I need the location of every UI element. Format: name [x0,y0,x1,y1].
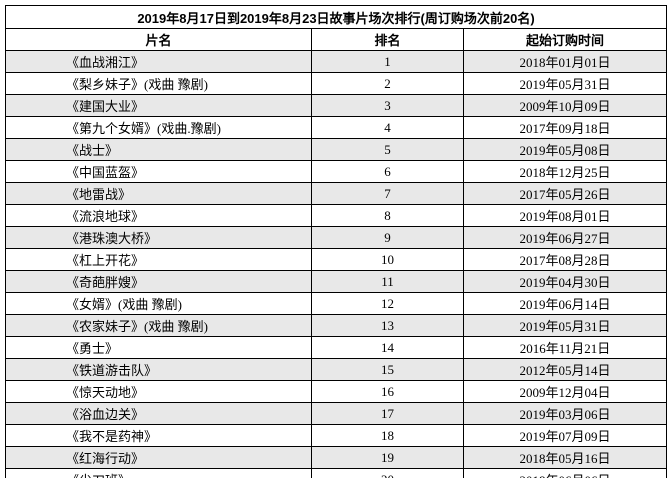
rank-cell: 8 [311,204,464,227]
film-name-cell: 《梨乡妹子》(戏曲 豫剧) [5,72,312,95]
rank-cell: 1 [311,50,464,73]
rank-cell: 10 [311,248,464,271]
order-start-date-cell: 2017年08月28日 [463,248,667,271]
film-rank-table: 2019年8月17日到2019年8月23日故事片场次排行(周订购场次前20名) … [5,5,667,478]
table-row: 《我不是药神》 18 2019年07月09日 [5,424,667,447]
rank-cell: 3 [311,94,464,117]
order-start-date-cell: 2018年05月16日 [463,446,667,469]
rank-cell: 14 [311,336,464,359]
table-row: 《港珠澳大桥》 9 2019年06月27日 [5,226,667,249]
film-name-cell: 《铁道游击队》 [5,358,312,381]
order-start-date-cell: 2017年05月26日 [463,182,667,205]
table-row: 《铁道游击队》 15 2012年05月14日 [5,358,667,381]
film-name-cell: 《杠上开花》 [5,248,312,271]
order-start-date-cell: 2018年12月25日 [463,160,667,183]
table-header-row: 片名 排名 起始订购时间 [5,28,667,51]
order-start-date-cell: 2016年11月21日 [463,336,667,359]
table-row: 《血战湘江》 1 2018年01月01日 [5,50,667,73]
table-row: 《浴血边关》 17 2019年03月06日 [5,402,667,425]
film-name-cell: 《浴血边关》 [5,402,312,425]
rank-cell: 4 [311,116,464,139]
film-name-cell: 《流浪地球》 [5,204,312,227]
film-name-cell: 《勇士》 [5,336,312,359]
rank-cell: 12 [311,292,464,315]
film-name-cell: 《战士》 [5,138,312,161]
table-row: 《流浪地球》 8 2019年08月01日 [5,204,667,227]
rank-cell: 6 [311,160,464,183]
table-row: 《勇士》 14 2016年11月21日 [5,336,667,359]
table-row: 《奇葩胖嫂》 11 2019年04月30日 [5,270,667,293]
rank-cell: 13 [311,314,464,337]
column-header-rank: 排名 [311,28,464,51]
table-row: 《女婿》(戏曲 豫剧) 12 2019年06月14日 [5,292,667,315]
film-name-cell: 《建国大业》 [5,94,312,117]
table-body: 《血战湘江》 1 2018年01月01日 《梨乡妹子》(戏曲 豫剧) 2 2019年05月… [5,50,667,478]
table-row: 《建国大业》 3 2009年10月09日 [5,94,667,117]
table-row: 《杠上开花》 10 2017年08月28日 [5,248,667,271]
order-start-date-cell: 2019年05月31日 [463,314,667,337]
film-name-cell: 《尖刀班》 [5,468,312,478]
table-row: 《第九个女婿》(戏曲.豫剧) 4 2017年09月18日 [5,116,667,139]
column-header-order-start-date: 起始订购时间 [463,28,667,51]
film-name-cell: 《惊天动地》 [5,380,312,403]
table-row: 《农家妹子》(戏曲 豫剧) 13 2019年05月31日 [5,314,667,337]
order-start-date-cell: 2019年05月08日 [463,138,667,161]
film-name-cell: 《中国蓝盔》 [5,160,312,183]
film-name-cell: 《女婿》(戏曲 豫剧) [5,292,312,315]
film-name-cell: 《奇葩胖嫂》 [5,270,312,293]
rank-cell: 9 [311,226,464,249]
order-start-date-cell: 2018年06月06日 [463,468,667,478]
order-start-date-cell: 2019年05月31日 [463,72,667,95]
table-title: 2019年8月17日到2019年8月23日故事片场次排行(周订购场次前20名) [5,5,667,29]
film-name-cell: 《血战湘江》 [5,50,312,73]
film-name-cell: 《地雷战》 [5,182,312,205]
film-name-cell: 《第九个女婿》(戏曲.豫剧) [5,116,312,139]
rank-cell: 7 [311,182,464,205]
order-start-date-cell: 2018年01月01日 [463,50,667,73]
table-row: 《地雷战》 7 2017年05月26日 [5,182,667,205]
rank-cell: 15 [311,358,464,381]
order-start-date-cell: 2019年07月09日 [463,424,667,447]
table-row: 《战士》 5 2019年05月08日 [5,138,667,161]
rank-cell: 2 [311,72,464,95]
column-header-film-name: 片名 [5,28,312,51]
film-name-cell: 《我不是药神》 [5,424,312,447]
table-row: 《红海行动》 19 2018年05月16日 [5,446,667,469]
rank-cell: 11 [311,270,464,293]
order-start-date-cell: 2019年08月01日 [463,204,667,227]
order-start-date-cell: 2012年05月14日 [463,358,667,381]
order-start-date-cell: 2019年03月06日 [463,402,667,425]
rank-cell: 18 [311,424,464,447]
rank-cell: 19 [311,446,464,469]
order-start-date-cell: 2019年06月14日 [463,292,667,315]
order-start-date-cell: 2017年09月18日 [463,116,667,139]
rank-cell: 16 [311,380,464,403]
order-start-date-cell: 2019年04月30日 [463,270,667,293]
rank-cell: 20 [311,468,464,478]
film-name-cell: 《农家妹子》(戏曲 豫剧) [5,314,312,337]
order-start-date-cell: 2009年10月09日 [463,94,667,117]
order-start-date-cell: 2019年06月27日 [463,226,667,249]
table-row: 《惊天动地》 16 2009年12月04日 [5,380,667,403]
order-start-date-cell: 2009年12月04日 [463,380,667,403]
film-name-cell: 《红海行动》 [5,446,312,469]
film-name-cell: 《港珠澳大桥》 [5,226,312,249]
table-row: 《中国蓝盔》 6 2018年12月25日 [5,160,667,183]
rank-cell: 5 [311,138,464,161]
table-title-row: 2019年8月17日到2019年8月23日故事片场次排行(周订购场次前20名) [5,5,667,29]
table-row: 《尖刀班》202018年06月06日 [5,468,667,478]
rank-cell: 17 [311,402,464,425]
table-row: 《梨乡妹子》(戏曲 豫剧) 2 2019年05月31日 [5,72,667,95]
